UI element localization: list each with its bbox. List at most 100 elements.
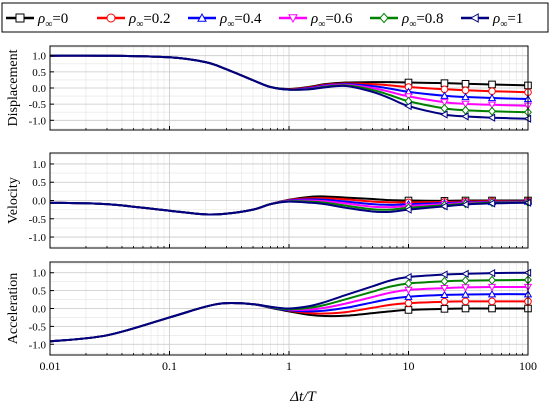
data-point [404,306,413,314]
legend-subscript: ∞ [500,19,507,30]
y-tick-label: 0.0 [32,304,46,316]
legend-item: ρ∞=0.2 [97,11,171,30]
data-point [488,87,496,96]
legend-value: =0.4 [234,11,262,27]
panel: -1.0 -0.5 0.0 0.5 1.0 Displacement [6,45,533,131]
data-point [440,99,449,107]
series [49,198,532,216]
legend-item: ρ∞=1 [461,11,523,30]
data-point [487,93,497,102]
legend-label: ρ∞=0.4 [219,11,262,30]
y-tick-label: 1.0 [32,159,46,171]
y-tick-label: -1.0 [29,115,47,127]
data-point [487,268,496,278]
y-tick-label: -1.0 [29,232,47,244]
data-point [404,205,412,214]
legend: ρ∞=0 ρ∞=0.2 ρ∞=0.4 ρ∞=0.6 ρ∞=0.8 ρ∞=1 [1,2,549,33]
panel: -1.0 -0.5 0.0 0.5 1.0 Velocity [6,152,533,249]
data-point [461,80,470,88]
legend-marker [106,13,116,23]
data-point [404,272,412,282]
legend-subscript: ∞ [136,19,143,30]
legend-item: ρ∞=0.6 [279,11,353,30]
data-point [404,299,413,307]
legend-value: =0.8 [416,11,443,27]
legend-subscript: ∞ [227,19,234,30]
y-axis-label: Acceleration [6,273,21,345]
y-tick-label: 0.0 [32,196,46,208]
data-point [440,79,449,87]
y-axis: -1.0 -0.5 0.0 0.5 1.0 [29,268,54,351]
legend-subscript: ∞ [409,19,416,30]
data-point [488,80,496,89]
data-point [461,276,470,286]
y-tick-label: 0.5 [32,177,46,189]
data-point [440,91,449,99]
x-axis [49,351,529,355]
data-point [440,305,449,313]
y-tick-label: -0.5 [29,214,47,226]
y-axis-label: Velocity [6,177,21,224]
x-axis [49,244,529,248]
data-point [404,101,412,111]
x-tick-label: 1 [286,359,292,373]
y-tick-label: 1.0 [32,51,46,63]
y-axis: -1.0 -0.5 0.0 0.5 1.0 [29,51,54,127]
y-tick-label: -0.5 [29,321,47,333]
legend-label: ρ∞=0.8 [401,11,444,30]
y-tick-label: 0.5 [32,67,46,79]
x-tick-label: 100 [519,359,537,373]
x-axis [49,126,529,130]
data-point [461,112,469,121]
legend-item: ρ∞=0 [6,11,68,30]
data-point [488,297,496,306]
legend-value: =0.6 [325,11,353,27]
legend-marker [288,14,298,24]
chart-panels: -1.0 -0.5 0.0 0.5 1.0 Displacement -1.0 -0.5 0.0… [6,45,537,373]
legend-value: =1 [507,11,523,27]
data-point [461,92,470,101]
data-point [461,304,470,313]
panel: -1.0 -0.5 0.0 0.5 1.0 Acceleration 0.01 0.1 1 10 1… [6,261,537,373]
series [49,268,532,343]
legend-marker [15,13,25,23]
legend-rho: ρ [310,11,318,27]
y-tick-label: 1.0 [32,268,46,280]
data-point [440,276,449,286]
data-point [404,292,413,300]
legend-label: ρ∞=0.6 [310,11,353,30]
legend-rho: ρ [128,11,136,27]
x-tick-label: 0.1 [162,359,177,373]
grid [49,153,529,248]
legend-rho: ρ [492,11,500,27]
legend-subscript: ∞ [318,19,325,30]
x-tick-label: 10 [403,359,415,373]
x-tick-label: 0.01 [40,359,61,373]
data-point [461,297,470,306]
data-point [440,110,448,119]
data-point [488,304,496,313]
legend-label: ρ∞=0 [37,11,68,30]
legend-rho: ρ [219,11,227,27]
y-axis: -1.0 -0.5 0.0 0.5 1.0 [29,159,54,244]
legend-frame [1,2,549,33]
data-point [404,278,413,289]
data-point [440,290,449,299]
legend-subscript: ∞ [45,19,52,30]
y-tick-label: 0.0 [32,83,46,95]
data-point [487,101,497,110]
data-point [461,86,470,95]
legend-item: ρ∞=0.4 [188,11,262,30]
legend-marker [379,12,389,24]
data-point [461,269,469,278]
legend-marker [469,13,479,23]
data-point [488,275,496,285]
legend-label: ρ∞=1 [492,11,523,30]
legend-value: =0.2 [143,11,170,27]
data-point [487,199,496,208]
data-point [488,106,496,116]
x-axis-label: Δt/T [289,389,317,405]
data-point [461,100,470,109]
y-tick-label: -0.5 [29,99,47,111]
